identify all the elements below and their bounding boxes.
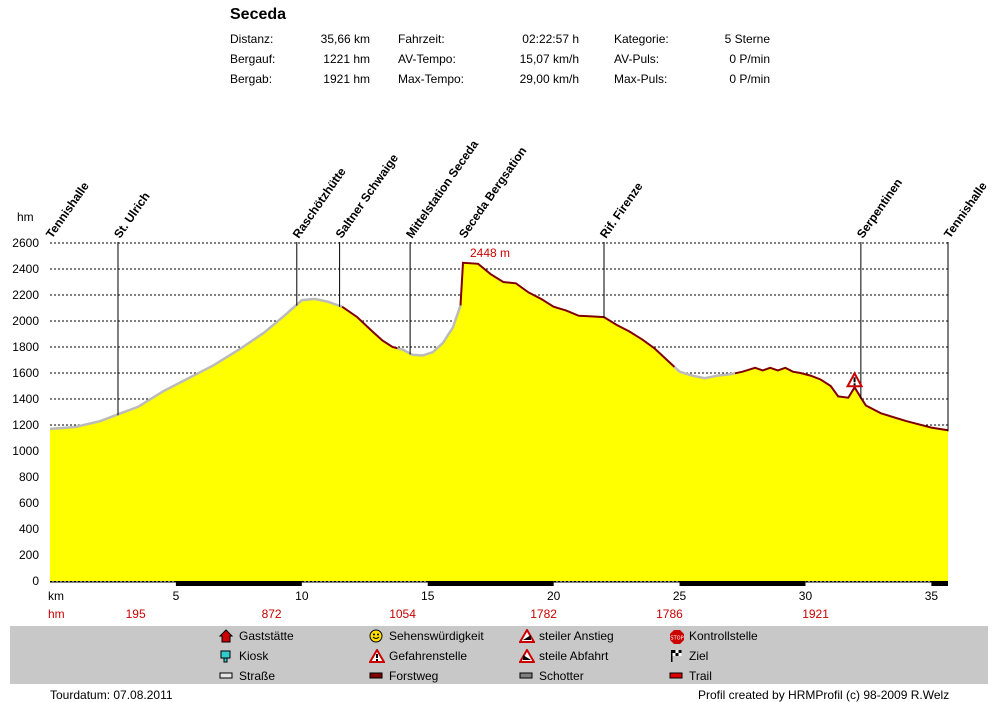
waypoint-label: St. Ulrich <box>111 190 153 241</box>
hm-row-value: 872 <box>262 607 282 621</box>
outline-segment <box>341 305 398 350</box>
legend-item-forstweg: Forstweg <box>369 669 438 683</box>
distance-bar <box>427 581 554 586</box>
outline-segment <box>734 366 949 432</box>
legend-item-kiosk: Kiosk <box>220 649 268 663</box>
stat-label: Distanz: <box>230 32 274 46</box>
steep-ascent-icon <box>519 629 535 643</box>
svg-text:STOP: STOP <box>670 636 683 642</box>
y-tick-label: 2200 <box>12 288 39 302</box>
stat-value: 0 P/min <box>729 52 770 66</box>
stat-value: 0 P/min <box>729 72 770 86</box>
x-tick-label: 5 <box>173 589 180 603</box>
y-tick-label: 1600 <box>12 366 39 380</box>
legend-item-ziel: Ziel <box>671 649 708 663</box>
y-axis-unit: hm <box>17 210 34 224</box>
stat-label: Kategorie: <box>614 32 669 46</box>
stat-value: 15,07 km/h <box>519 52 579 66</box>
legend: Gaststätte Sehenswürdigkeit steiler Anst… <box>10 626 988 684</box>
y-tick-label: 2400 <box>12 262 39 276</box>
hm-row-value: 1054 <box>389 607 416 621</box>
finish-flag-icon <box>671 650 682 662</box>
stat-value: 02:22:57 h <box>522 32 579 46</box>
distance-bar <box>175 581 302 586</box>
credit-text: Profil created by HRMProfil (c) 98-2009 … <box>698 688 950 702</box>
x-tick-label: 15 <box>421 589 435 603</box>
y-tick-label: 1200 <box>12 418 39 432</box>
legend-item-schotter: Schotter <box>519 669 584 683</box>
road-swatch <box>219 672 233 679</box>
y-tick-label: 2600 <box>12 236 39 250</box>
y-tick-label: 0 <box>32 574 39 588</box>
stat-value: 1221 hm <box>323 52 370 66</box>
elevation-area <box>50 262 948 581</box>
x-tick-label: 25 <box>673 589 687 603</box>
legend-item-gaststaette: Gaststätte <box>219 629 294 643</box>
stat-label: AV-Tempo: <box>398 52 456 66</box>
x-axis-unit: km <box>48 589 64 603</box>
stat-value: 29,00 km/h <box>519 72 579 86</box>
stat-label: Fahrzeit: <box>398 32 445 46</box>
hm-row-unit: hm <box>48 607 65 621</box>
stat-label: Bergauf: <box>230 52 276 66</box>
x-tick-label: 30 <box>799 589 813 603</box>
hm-row-value: 195 <box>126 607 146 621</box>
smiley-icon <box>369 629 383 643</box>
stat-value: 1921 hm <box>323 72 370 86</box>
legend-item-kontrollstelle: STOP Kontrollstelle <box>670 629 758 644</box>
danger-icon <box>369 649 385 663</box>
hm-row-value: 1782 <box>530 607 557 621</box>
distance-bar <box>931 581 948 586</box>
waypoint-label: Tennishalle <box>941 179 990 241</box>
y-tick-label: 2000 <box>12 314 39 328</box>
y-tick-label: 1000 <box>12 444 39 458</box>
stat-label: AV-Puls: <box>614 52 660 66</box>
legend-item-trail: Trail <box>669 669 712 683</box>
stat-value: 35,66 km <box>320 32 370 46</box>
legend-item-sehenswuerdigkeit: Sehenswürdigkeit <box>369 629 484 643</box>
hm-row-value: 1786 <box>656 607 683 621</box>
outline-segment <box>397 304 462 357</box>
stat-value: 5 Sterne <box>724 32 770 46</box>
house-icon <box>219 629 233 643</box>
y-tick-label: 1400 <box>12 392 39 406</box>
stop-icon: STOP <box>670 630 684 644</box>
steep-descent-icon <box>519 649 535 663</box>
hm-row-value: 1921 <box>802 607 829 621</box>
legend-item-steile-abfahrt: steile Abfahrt <box>519 649 608 663</box>
y-tick-label: 400 <box>19 522 39 536</box>
stat-label: Max-Puls: <box>614 72 668 86</box>
tour-date: Tourdatum: 07.08.2011 <box>50 688 173 702</box>
waypoint-label: Serpentinen <box>854 176 905 241</box>
kiosk-icon <box>220 650 231 663</box>
trail-swatch <box>669 672 683 679</box>
distance-bar <box>679 581 806 586</box>
outline-segment <box>459 261 676 368</box>
outline-segment <box>49 297 343 431</box>
legend-item-steiler-anstieg: steiler Anstieg <box>519 629 614 643</box>
elevation-profile-chart: Tennishalle St. Ulrich RaschötzhütteSaltne… <box>12 137 990 621</box>
y-tick-label: 800 <box>19 470 39 484</box>
forest-road-swatch <box>369 672 383 679</box>
y-tick-label: 600 <box>19 496 39 510</box>
y-tick-label: 1800 <box>12 340 39 354</box>
y-tick-label: 200 <box>19 548 39 562</box>
page-title: Seceda <box>230 6 287 23</box>
stat-label: Max-Tempo: <box>398 72 465 86</box>
danger-icon[interactable] <box>845 371 864 388</box>
elevation-outline <box>49 261 949 432</box>
axes: 0 200 400 600 800 1000 1200 1400 1600 1800 2000 220… <box>12 236 948 621</box>
x-tick-label: 10 <box>295 589 309 603</box>
x-tick-label: 35 <box>925 589 939 603</box>
x-tick-label: 20 <box>547 589 561 603</box>
waypoint-label: Tennishalle <box>43 179 92 241</box>
legend-item-gefahrenstelle: Gefahrenstelle <box>369 649 467 663</box>
legend-item-strasse: Straße <box>219 669 275 683</box>
gravel-swatch <box>519 672 533 679</box>
stat-label: Bergab: <box>230 72 273 86</box>
outline-segment <box>673 366 736 380</box>
max-elevation-label: 2448 m <box>470 246 510 260</box>
waypoint-label: Rif. Firenze <box>597 179 646 240</box>
waypoint-label: Saltner Schwaige <box>333 151 402 241</box>
